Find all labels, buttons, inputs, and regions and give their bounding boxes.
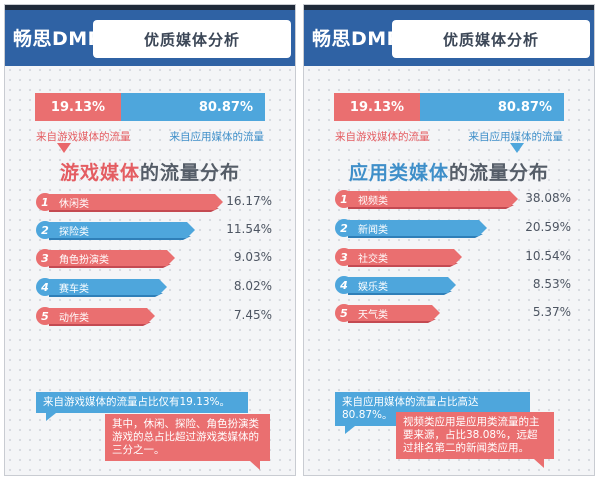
section-heading: 应用类媒体的流量分布 bbox=[304, 158, 594, 185]
callout-tail bbox=[345, 426, 355, 434]
heading-highlight: 应用类媒体 bbox=[348, 162, 449, 184]
app-header: 畅思DMP 优质媒体分析 bbox=[304, 10, 594, 66]
ranking-row: 动作类 5 7.45% bbox=[5, 306, 295, 328]
category-bar: 新闻类 bbox=[344, 220, 487, 236]
heading-rest: 的流量分布 bbox=[449, 162, 550, 184]
ranking-row: 天气类 5 5.37% bbox=[304, 303, 594, 325]
rank-badge: 3 bbox=[36, 249, 54, 267]
rank-badge: 5 bbox=[335, 304, 353, 322]
category-label: 视频类 bbox=[358, 195, 388, 207]
category-label: 角色扮演类 bbox=[59, 254, 109, 266]
summary-note-text: 其中，休闲、探险、角色扮演类游戏的总占比超过游戏类媒体的三分之一。 bbox=[112, 418, 259, 456]
app-header: 畅思DMP 优质媒体分析 bbox=[5, 10, 295, 66]
bar-shadow bbox=[348, 263, 458, 267]
percentage-value: 5.37% bbox=[532, 305, 571, 319]
summary-note-blue: 来自游戏媒体的流量占比仅有19.13%。 bbox=[36, 392, 248, 421]
bar-shadow bbox=[49, 264, 171, 268]
rank-badge: 1 bbox=[36, 193, 54, 211]
callout-tail bbox=[46, 413, 56, 421]
traffic-split-bar: 19.13% 80.87% bbox=[35, 93, 265, 121]
category-label: 动作类 bbox=[59, 312, 89, 324]
app-traffic-label: 来自应用媒体的流量 bbox=[468, 131, 564, 143]
percentage-value: 9.03% bbox=[233, 250, 272, 264]
category-label: 探险类 bbox=[59, 226, 89, 238]
percentage-value: 11.54% bbox=[226, 222, 272, 236]
bar-shadow bbox=[348, 234, 483, 238]
category-label: 新闻类 bbox=[358, 224, 388, 236]
category-bar: 赛车类 bbox=[45, 279, 167, 295]
page-title: 优质媒体分析 bbox=[93, 20, 291, 58]
game-media-panel: 畅思DMP 优质媒体分析 19.13% 80.87% 来自游戏媒体的流量 来自应… bbox=[4, 4, 296, 476]
app-traffic-label: 来自应用媒体的流量 bbox=[169, 131, 265, 143]
percentage-value: 38.08% bbox=[525, 191, 571, 205]
summary-note-red: 视频类应用是应用类流量的主要来源，占比38.08%，远超过排名第二的新闻类应用。 bbox=[396, 412, 554, 468]
rank-badge: 2 bbox=[36, 221, 54, 239]
category-bar: 休闲类 bbox=[45, 194, 223, 210]
summary-note-text: 来自应用媒体的流量占比高达80.87%。 bbox=[342, 396, 479, 421]
category-bar: 社交类 bbox=[344, 249, 462, 265]
ranking-row: 娱乐类 4 8.53% bbox=[304, 275, 594, 297]
category-bar: 探险类 bbox=[45, 222, 195, 238]
game-traffic-segment: 19.13% bbox=[334, 93, 420, 121]
rank-badge: 4 bbox=[36, 278, 54, 296]
rank-badge: 4 bbox=[335, 276, 353, 294]
category-bar: 天气类 bbox=[344, 305, 440, 321]
brand-logo: 畅思DMP bbox=[13, 28, 103, 50]
percentage-value: 16.17% bbox=[226, 194, 272, 208]
category-label: 社交类 bbox=[358, 253, 388, 265]
app-traffic-segment: 80.87% bbox=[121, 93, 265, 121]
status-bar bbox=[304, 5, 594, 10]
rank-badge: 1 bbox=[335, 190, 353, 208]
ranking-row: 休闲类 1 16.17% bbox=[5, 192, 295, 214]
bar-shadow bbox=[348, 291, 452, 295]
bar-shadow bbox=[49, 293, 163, 297]
traffic-split-bar: 19.13% 80.87% bbox=[334, 93, 564, 121]
down-arrow-icon bbox=[57, 143, 71, 153]
summary-note-text: 来自游戏媒体的流量占比仅有19.13%。 bbox=[43, 396, 231, 408]
rank-badge: 3 bbox=[335, 248, 353, 266]
ranking-row: 角色扮演类 3 9.03% bbox=[5, 248, 295, 270]
heading-highlight: 游戏媒体 bbox=[59, 162, 140, 184]
bar-shadow bbox=[49, 322, 151, 326]
game-traffic-segment: 19.13% bbox=[35, 93, 121, 121]
heading-rest: 的流量分布 bbox=[140, 162, 241, 184]
status-bar bbox=[5, 5, 295, 10]
ranking-row: 探险类 2 11.54% bbox=[5, 220, 295, 242]
category-bar: 动作类 bbox=[45, 308, 155, 324]
rank-badge: 5 bbox=[36, 307, 54, 325]
category-bar: 娱乐类 bbox=[344, 277, 456, 293]
bar-shadow bbox=[348, 319, 436, 323]
callout-tail bbox=[534, 459, 544, 468]
game-traffic-label: 来自游戏媒体的流量 bbox=[36, 131, 131, 143]
category-label: 娱乐类 bbox=[358, 281, 388, 293]
page-title: 优质媒体分析 bbox=[392, 20, 590, 58]
percentage-value: 7.45% bbox=[233, 308, 272, 322]
bar-shadow bbox=[49, 208, 219, 212]
ranking-row: 赛车类 4 8.02% bbox=[5, 277, 295, 299]
app-media-panel: 畅思DMP 优质媒体分析 19.13% 80.87% 来自游戏媒体的流量 来自应… bbox=[303, 4, 595, 476]
percentage-value: 20.59% bbox=[525, 220, 571, 234]
bar-shadow bbox=[49, 236, 191, 240]
bar-shadow bbox=[348, 205, 514, 209]
category-bar: 视频类 bbox=[344, 191, 518, 207]
game-traffic-label: 来自游戏媒体的流量 bbox=[335, 131, 430, 143]
category-bar: 角色扮演类 bbox=[45, 250, 175, 266]
ranking-row: 新闻类 2 20.59% bbox=[304, 218, 594, 240]
percentage-value: 10.54% bbox=[525, 249, 571, 263]
category-label: 天气类 bbox=[358, 309, 388, 321]
category-label: 赛车类 bbox=[59, 283, 89, 295]
brand-logo: 畅思DMP bbox=[312, 28, 402, 50]
section-heading: 游戏媒体的流量分布 bbox=[5, 158, 295, 185]
summary-note-red: 其中，休闲、探险、角色扮演类游戏的总占比超过游戏类媒体的三分之一。 bbox=[105, 414, 270, 470]
percentage-value: 8.53% bbox=[532, 277, 571, 291]
ranking-row: 视频类 1 38.08% bbox=[304, 189, 594, 211]
category-label: 休闲类 bbox=[59, 198, 89, 210]
app-traffic-segment: 80.87% bbox=[420, 93, 564, 121]
rank-badge: 2 bbox=[335, 219, 353, 237]
down-arrow-icon bbox=[510, 143, 524, 153]
callout-tail bbox=[250, 461, 260, 470]
percentage-value: 8.02% bbox=[233, 279, 272, 293]
summary-note-text: 视频类应用是应用类流量的主要来源，占比38.08%，远超过排名第二的新闻类应用。 bbox=[403, 416, 540, 454]
ranking-row: 社交类 3 10.54% bbox=[304, 247, 594, 269]
